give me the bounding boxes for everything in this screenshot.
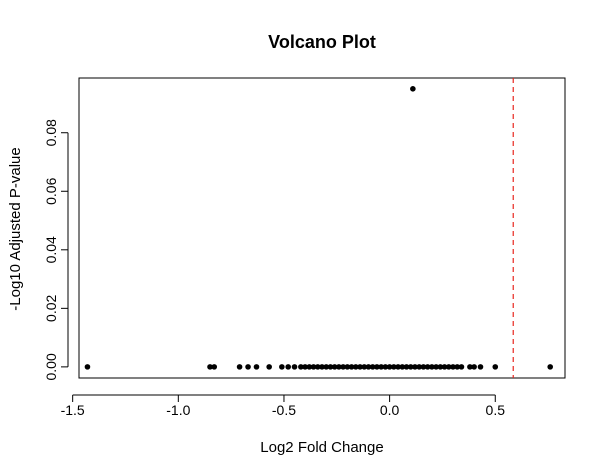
data-point xyxy=(266,364,272,370)
data-point xyxy=(412,364,418,370)
data-point xyxy=(348,364,355,370)
data-point xyxy=(420,364,427,370)
data-point xyxy=(467,364,473,370)
data-point xyxy=(441,364,448,370)
data-point xyxy=(386,364,393,370)
data-point xyxy=(437,364,444,370)
data-point xyxy=(285,364,291,370)
data-point xyxy=(245,364,251,370)
data-point xyxy=(477,364,484,370)
x-tick-label: 0.5 xyxy=(486,402,506,418)
y-tick-label: 0.08 xyxy=(43,119,59,146)
data-point xyxy=(424,364,431,370)
data-point xyxy=(471,364,477,370)
data-point xyxy=(314,364,321,370)
x-axis: -1.5 -1.0 -0.5 0.0 0.5 xyxy=(61,394,506,418)
data-point xyxy=(403,364,410,370)
y-tick-label: 0.00 xyxy=(43,353,59,380)
data-point xyxy=(302,364,308,370)
data-point xyxy=(298,364,304,370)
data-point xyxy=(445,364,452,370)
data-point xyxy=(84,364,91,370)
data-point xyxy=(344,364,351,370)
data-point xyxy=(547,364,554,370)
data-points xyxy=(84,86,554,370)
x-axis-label: Log2 Fold Change xyxy=(260,439,383,456)
data-point xyxy=(319,364,325,370)
data-point xyxy=(336,364,342,370)
data-point xyxy=(306,364,313,370)
data-point xyxy=(211,364,218,370)
x-tick-label: -0.5 xyxy=(272,402,296,418)
data-point xyxy=(207,364,213,370)
x-tick-label: -1.0 xyxy=(166,402,190,418)
data-point xyxy=(429,364,435,370)
y-axis: 0.00 0.02 0.04 0.06 0.08 xyxy=(43,119,69,381)
data-point xyxy=(323,364,330,370)
y-axis-label: -Log10 Adjusted P-value xyxy=(7,147,24,310)
data-point xyxy=(450,364,456,370)
data-point xyxy=(374,364,380,370)
data-point xyxy=(331,364,338,370)
data-point xyxy=(353,364,359,370)
data-point xyxy=(327,364,334,370)
data-point xyxy=(310,364,317,370)
data-point xyxy=(416,364,423,370)
data-point xyxy=(458,364,465,370)
data-point xyxy=(291,364,298,370)
x-tick-label: -1.5 xyxy=(61,402,85,418)
data-point xyxy=(236,364,243,370)
data-point xyxy=(492,364,499,370)
data-point xyxy=(410,86,416,92)
y-tick-label: 0.06 xyxy=(43,177,59,204)
data-point xyxy=(357,364,363,370)
data-point xyxy=(399,364,406,370)
data-point xyxy=(407,364,414,370)
data-point xyxy=(433,364,439,370)
data-point xyxy=(253,364,260,370)
data-point xyxy=(279,364,285,370)
data-point xyxy=(340,364,346,370)
data-point xyxy=(395,364,401,370)
y-tick-label: 0.04 xyxy=(43,236,59,263)
data-point xyxy=(454,364,461,370)
data-point xyxy=(365,364,372,370)
chart-title: Volcano Plot xyxy=(268,32,376,52)
y-tick-label: 0.02 xyxy=(43,295,59,322)
data-point xyxy=(369,364,376,370)
x-tick-label: 0.0 xyxy=(380,402,400,418)
plot-frame xyxy=(78,77,566,379)
data-point xyxy=(382,364,389,370)
data-point xyxy=(361,364,368,370)
data-point xyxy=(391,364,397,370)
data-point xyxy=(378,364,384,370)
